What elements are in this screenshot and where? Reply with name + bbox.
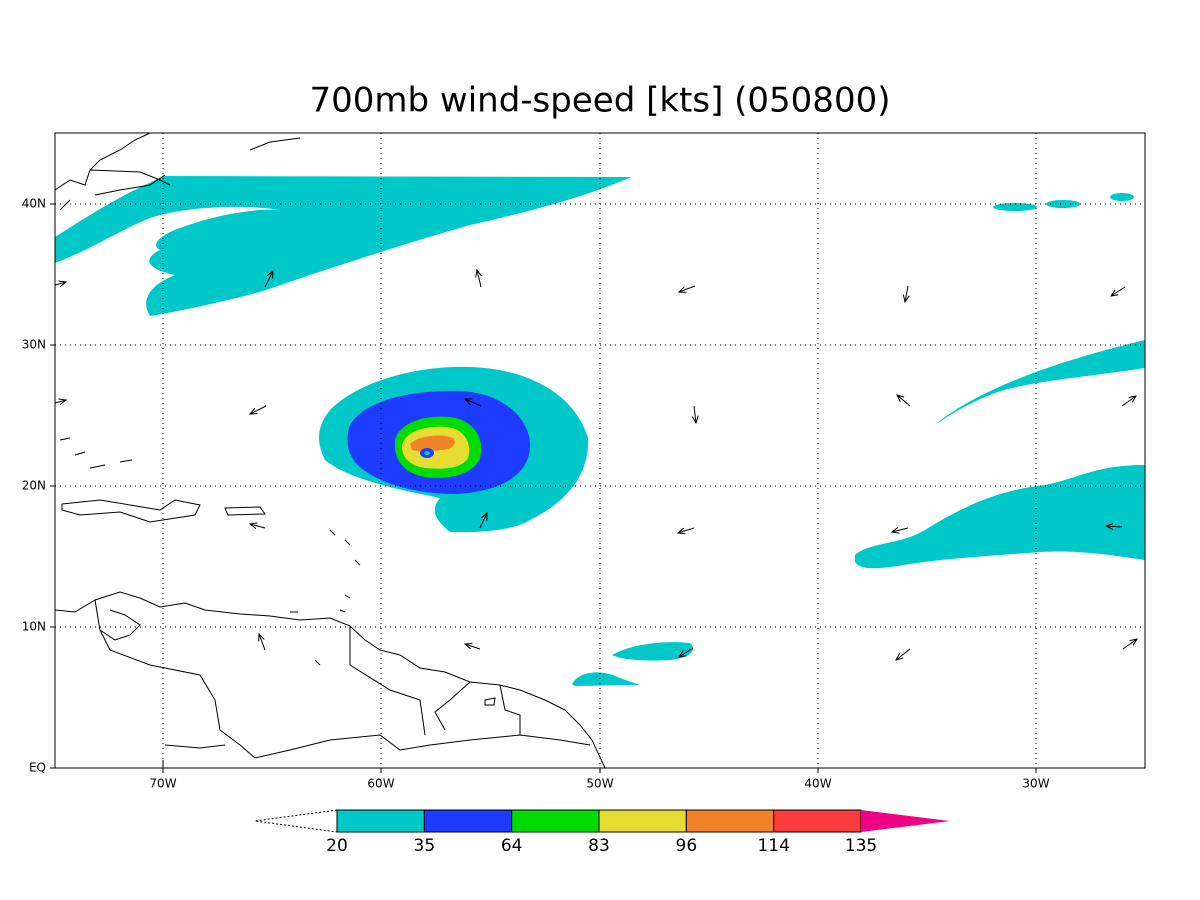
colorbar-box [598, 809, 687, 833]
colorbar: 20 35 64 83 96 114 135 [254, 809, 950, 856]
contour-fill [410, 435, 455, 452]
colorbar-box [773, 809, 862, 833]
colorbar-over [861, 810, 950, 832]
colorbar-label: 135 [845, 836, 877, 856]
wind-arrows [55, 270, 1137, 660]
colorbar-label: 20 [326, 836, 348, 856]
colorbar-label: 64 [501, 836, 523, 856]
axis-labels: 70W 60W 50W 40W 30W EQ 10N 20N 30N 40N [22, 197, 1050, 791]
map-title: 700mb wind-speed [kts] (050800) [310, 81, 891, 121]
contour-fill [1110, 193, 1134, 201]
lat-label: 20N [22, 479, 46, 493]
contour-fill [424, 451, 430, 455]
contour-fill [855, 465, 1145, 569]
colorbar-box [336, 809, 425, 833]
colorbar-box [511, 809, 600, 833]
contour-fill [612, 642, 694, 661]
colorbar-label: 114 [757, 836, 789, 856]
contour-fill [993, 203, 1037, 211]
contour-fill [572, 672, 640, 686]
lon-label: 60W [367, 777, 394, 791]
colorbar-label: 35 [414, 836, 436, 856]
contour-fill [935, 340, 1145, 425]
grid [55, 133, 1145, 768]
lat-label: 30N [22, 338, 46, 352]
colorbar-box [685, 809, 775, 833]
lon-label: 30W [1022, 777, 1049, 791]
lon-label: 50W [586, 777, 613, 791]
contour-fill [55, 176, 632, 316]
colorbar-under [254, 809, 338, 833]
colorbar-label: 96 [676, 836, 698, 856]
lat-label: 10N [22, 620, 46, 634]
contour-fill [1046, 200, 1080, 208]
map-area [55, 133, 1145, 768]
lat-label: 40N [22, 197, 46, 211]
colorbar-box [423, 809, 513, 833]
lat-label: EQ [29, 761, 46, 775]
lon-label: 40W [804, 777, 831, 791]
coastlines [55, 133, 606, 768]
lon-label: 70W [149, 777, 176, 791]
colorbar-label: 83 [588, 836, 610, 856]
